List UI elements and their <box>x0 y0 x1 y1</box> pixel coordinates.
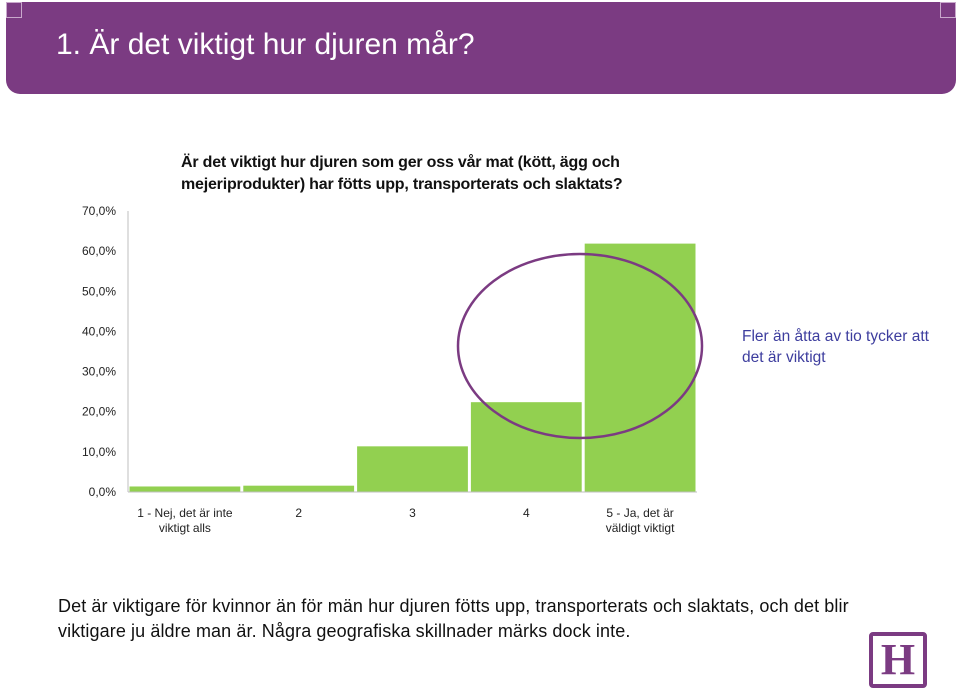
title-banner <box>6 2 956 94</box>
chart-title-line-2: mejeriprodukter) har fötts upp, transpor… <box>181 176 623 193</box>
footer-text: Det är viktigare för kvinnor än för män … <box>58 596 849 641</box>
bar-1 <box>128 485 242 493</box>
x-tick-label: 2 <box>295 506 302 520</box>
bar-4 <box>469 401 583 493</box>
logo-letter: H <box>880 635 916 684</box>
y-tick-label: 60,0% <box>82 244 116 258</box>
y-tick-label: 10,0% <box>82 445 116 459</box>
highlight-ellipse <box>456 252 704 440</box>
chart-title: Är det viktigt hur djuren som ger oss vå… <box>181 152 701 196</box>
y-tick-label: 50,0% <box>82 284 116 298</box>
y-tick-label: 40,0% <box>82 324 116 338</box>
y-tick-label: 30,0% <box>82 365 116 379</box>
corner-marker-left <box>6 2 22 18</box>
callout-text: Fler än åtta av tio tycker att det är vi… <box>742 328 929 366</box>
chart-title-line-1: Är det viktigt hur djuren som ger oss vå… <box>181 154 620 171</box>
h-logo: H <box>869 632 927 688</box>
slide-title: 1. Är det viktigt hur djuren mår? <box>56 28 475 61</box>
x-tick-label: 5 - Ja, det är väldigt viktigt <box>606 506 675 535</box>
x-tick-label: 3 <box>409 506 416 520</box>
y-tick-label: 20,0% <box>82 405 116 419</box>
x-tick-label: 1 - Nej, det är inte viktigt alls <box>137 506 233 535</box>
y-tick-label: 0,0% <box>89 485 117 499</box>
corner-marker-right <box>940 2 956 18</box>
bar-5 <box>583 242 697 493</box>
x-tick-label: 4 <box>523 506 530 520</box>
bar-3 <box>356 445 469 493</box>
bar-2 <box>242 484 356 493</box>
y-tick-label: 70,0% <box>82 204 116 218</box>
